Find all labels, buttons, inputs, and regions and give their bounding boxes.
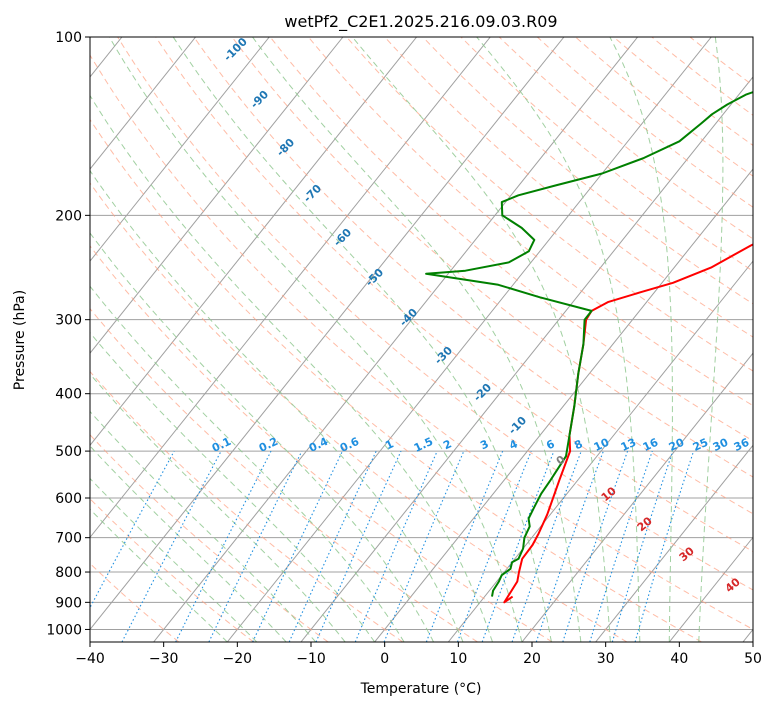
moist-adiabat-line — [90, 373, 346, 642]
chart-title: wetPf2_C2E1.2025.216.09.03.R09 — [284, 12, 557, 32]
y-tick-label: 600 — [55, 491, 82, 507]
moist-adiabat-line — [90, 477, 258, 642]
isotherm-gridline — [90, 37, 491, 539]
axes: 010203040-100-90-80-70-60-50-40-30-20-10… — [46, 30, 762, 667]
moist-adiabat-line — [90, 508, 228, 642]
isotherm-gridline — [90, 37, 418, 447]
mixing-ratio-label: 30 — [711, 436, 731, 454]
x-tick-label: 30 — [597, 651, 615, 667]
y-tick-label: 200 — [55, 208, 82, 224]
moist-adiabat-line — [609, 37, 673, 642]
moist-adiabat-line — [352, 37, 611, 642]
isotherm-gridline — [595, 444, 753, 642]
isotherm-gridline — [521, 352, 753, 642]
isotherm-gridline — [668, 536, 753, 642]
dewpoint-profile-line — [425, 91, 753, 597]
dry-adiabat-line — [308, 37, 753, 407]
dry-adiabat-line — [460, 37, 753, 272]
y-tick-label: 1000 — [46, 622, 82, 638]
dry-adiabat-line — [498, 37, 753, 240]
x-tick-label: −30 — [149, 651, 179, 667]
mixing-ratio-line — [535, 450, 604, 642]
plot-area — [90, 37, 753, 642]
mixing-ratio-line — [315, 450, 402, 642]
isotherm-gridline — [153, 37, 639, 642]
x-tick-label: 0 — [380, 651, 389, 667]
moist-adiabat-line — [90, 232, 435, 642]
moist-adiabat-line — [90, 331, 376, 642]
dry-adiabat-line — [231, 37, 753, 478]
isotherm-gridline — [90, 37, 565, 631]
mixing-ratio-line — [589, 450, 653, 642]
y-tick-label: 800 — [55, 565, 82, 581]
mixing-ratio-line — [252, 450, 343, 642]
mixing-ratio-label: 16 — [641, 436, 661, 454]
moist-adiabat-line — [476, 37, 641, 642]
y-tick-label: 100 — [55, 30, 82, 46]
mixing-ratio-label: 20 — [667, 436, 687, 454]
x-tick-label: 40 — [670, 651, 688, 667]
mixing-ratio-label: 36 — [732, 436, 752, 454]
isotherm-gridline — [90, 37, 344, 354]
mixing-ratio-line — [354, 450, 438, 642]
mixing-ratio-line — [288, 450, 377, 642]
mixing-ratio-line — [90, 450, 175, 609]
dry-adiabat-line — [422, 37, 753, 305]
moist-adiabat-line — [698, 37, 724, 642]
y-tick-label: 900 — [55, 595, 82, 611]
x-tick-label: −40 — [75, 651, 105, 667]
moist-adiabat-line — [252, 37, 582, 642]
x-tick-label: 10 — [449, 651, 467, 667]
mixing-ratio-line — [611, 450, 674, 642]
plot-frame — [89, 36, 754, 643]
moist-adiabat-line — [90, 285, 405, 642]
dry-adiabat-line — [90, 307, 478, 642]
x-tick-label: −10 — [296, 651, 326, 667]
dry-adiabat-line — [193, 37, 753, 515]
moist-adiabat-line — [90, 445, 287, 642]
dry-adiabat-line — [155, 37, 753, 553]
moist-adiabat-line — [90, 169, 464, 642]
mixing-ratio-line — [634, 450, 695, 642]
dry-adiabat-line — [90, 245, 553, 642]
moist-adiabat-line — [172, 37, 552, 642]
y-tick-label: 500 — [55, 444, 82, 460]
x-tick-label: −20 — [223, 651, 253, 667]
mixing-ratio-line — [383, 450, 465, 642]
mixing-ratio-label: 25 — [691, 436, 710, 454]
moist-adiabat-line — [108, 37, 523, 642]
x-axis-label: Temperature (°C) — [360, 681, 482, 697]
x-tick-label: 50 — [744, 651, 762, 667]
moist-adiabat-line — [90, 94, 493, 642]
isotherm-gridline — [374, 168, 753, 642]
y-tick-label: 300 — [55, 313, 82, 329]
y-tick-label: 400 — [55, 387, 82, 403]
mixing-ratio-line — [208, 450, 303, 642]
isotherm-gridline — [226, 37, 712, 642]
dry-adiabat-line — [90, 434, 329, 642]
x-tick-label: 20 — [523, 651, 541, 667]
dry-adiabat-line — [269, 37, 753, 442]
mixing-ratio-line — [511, 450, 582, 642]
mixing-ratio-line — [562, 450, 629, 642]
isotherm-gridline — [90, 37, 270, 262]
y-tick-label: 700 — [55, 531, 82, 547]
y-axis-label: Pressure (hPa) — [12, 290, 28, 390]
isotherm-gridline — [90, 37, 197, 170]
mixing-ratio-label: 10 — [592, 436, 612, 454]
dry-adiabat-line — [90, 54, 753, 630]
mixing-ratio-label: 13 — [619, 436, 638, 454]
